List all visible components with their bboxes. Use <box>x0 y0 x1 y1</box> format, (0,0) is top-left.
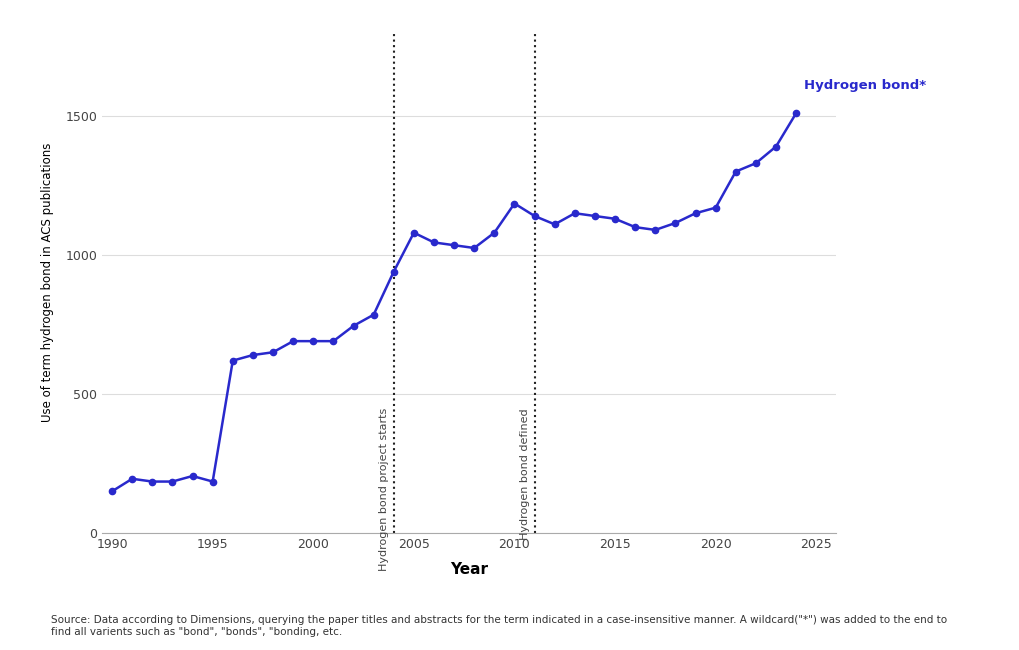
Y-axis label: Use of term hydrogen bond in ACS publications: Use of term hydrogen bond in ACS publica… <box>41 143 54 423</box>
Text: Source: Data according to Dimensions, querying the paper titles and abstracts fo: Source: Data according to Dimensions, qu… <box>51 616 947 637</box>
Text: Hydrogen bond project starts: Hydrogen bond project starts <box>378 408 388 571</box>
Text: Hydrogen bond*: Hydrogen bond* <box>803 79 925 92</box>
Text: Hydrogen bond defined: Hydrogen bond defined <box>519 408 529 540</box>
X-axis label: Year: Year <box>449 562 488 577</box>
